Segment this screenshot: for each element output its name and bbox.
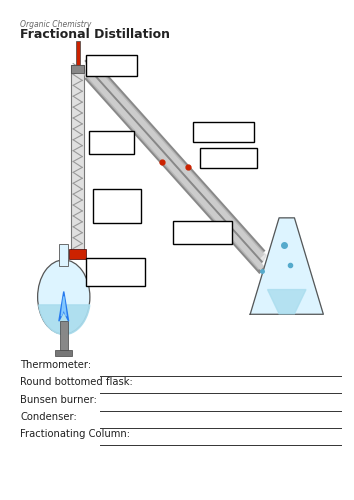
Bar (69, 249, 86, 259)
Polygon shape (250, 218, 323, 314)
Circle shape (38, 260, 90, 334)
Bar (55, 350, 73, 356)
Polygon shape (59, 292, 69, 321)
Bar (86, 54, 137, 76)
Bar (59, 244, 68, 266)
Bar (76, 41, 80, 66)
Bar (72, 64, 84, 74)
Polygon shape (268, 290, 306, 314)
Bar (193, 122, 254, 142)
Bar (60, 321, 68, 350)
Text: Fractionating Column:: Fractionating Column: (20, 430, 130, 440)
Text: Bunsen burner:: Bunsen burner: (20, 395, 97, 405)
Text: Round bottomed flask:: Round bottomed flask: (20, 378, 133, 388)
Bar (86, 258, 145, 285)
Bar (89, 131, 134, 154)
Bar (72, 64, 84, 258)
Text: Fractional Distillation: Fractional Distillation (20, 28, 170, 42)
Bar (200, 148, 257, 168)
Polygon shape (84, 60, 266, 270)
Polygon shape (61, 296, 66, 316)
Text: Thermometer:: Thermometer: (20, 360, 91, 370)
Bar (173, 222, 232, 244)
Text: Organic Chemistry: Organic Chemistry (20, 20, 92, 29)
Bar (93, 189, 141, 223)
Text: Condenser:: Condenser: (20, 412, 77, 422)
